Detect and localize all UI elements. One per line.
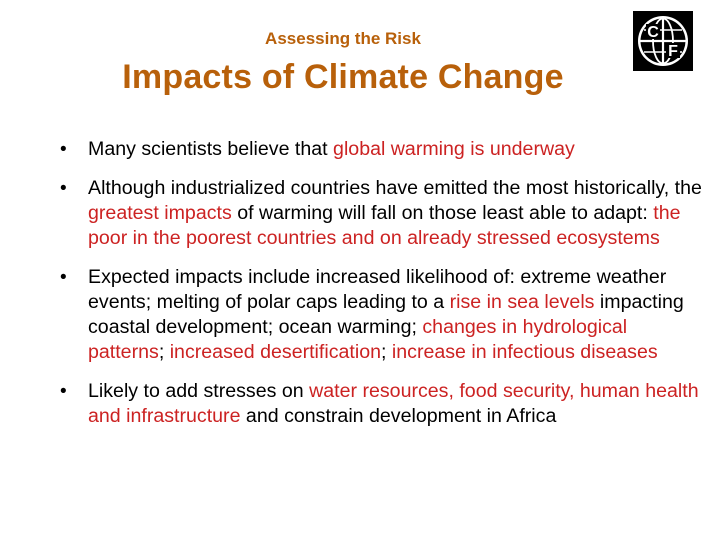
highlight-text: greatest impacts [88,202,232,224]
bullet-text: Although industrialized countries have e… [88,177,702,199]
bullet-text: ; [158,341,170,363]
highlight-text: increase in infectious diseases [391,341,658,363]
slide-title: Impacts of Climate Change [122,58,564,96]
highlight-text: global warming is underway [333,138,575,160]
bullet-dot-icon: • [60,139,67,160]
bullet-list: • Many scientists believe that global war… [60,137,705,443]
bullet-text: and constrain development in Africa [240,405,557,427]
bullet-text: Expected impacts include increased likel… [88,266,667,313]
bullet-dot-icon: • [60,267,67,288]
globe-logo-icon: C F [633,11,693,71]
logo-letter-f: F [668,43,678,60]
bullet-text: of warming will fall on those least able… [231,202,654,224]
slide-subtitle: Assessing the Risk [265,29,421,48]
highlight-text: water resources, food security, human he… [88,380,699,427]
cif-logo: C F [633,11,693,71]
bullet-item: • Expected impacts include increased like… [60,265,705,365]
highlight-text: rise in sea levels [449,291,595,313]
bullet-dot-icon: • [60,381,67,402]
bullet-dot-icon: • [60,178,67,199]
bullet-text: Likely to add stresses on [88,380,310,402]
bullet-item: • Although industrialized countries have … [60,176,705,251]
logo-letter-c: C [647,24,659,41]
highlight-text: changes in hydrological patterns [88,316,628,363]
bullet-item: • Many scientists believe that global war… [60,137,705,162]
bullet-text: impacting coastal development; ocean war… [88,291,684,338]
bullet-text: ; [381,341,392,363]
bullet-text: Many scientists believe that [88,138,334,160]
bullet-item: • Likely to add stresses on water resourc… [60,379,705,429]
highlight-text: the poor in the poorest countries and on… [88,202,681,249]
highlight-text: increased desertification [169,341,381,363]
